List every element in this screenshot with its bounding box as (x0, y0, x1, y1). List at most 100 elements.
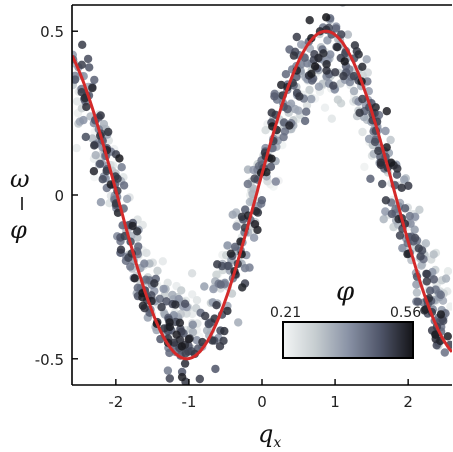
scatter-point (201, 311, 210, 321)
colorbar-max-label: 0.56 (390, 305, 421, 321)
scatter-point (331, 68, 340, 77)
scatter-point (417, 261, 426, 270)
y-axis-ticks: -0.5 0 0.5 (35, 23, 78, 369)
colorbar-min-label: 0.21 (270, 305, 301, 321)
scatter-point (192, 296, 202, 305)
scatter-point (294, 106, 303, 115)
colorbar-title: φ (336, 277, 355, 307)
scatter-point (441, 274, 451, 283)
scatter-point (200, 282, 209, 291)
scatter-point (413, 297, 423, 306)
scatter-point (289, 51, 299, 60)
scatter-point (400, 204, 410, 213)
y-axis-label-denominator: φ (10, 216, 27, 244)
scatter-point (382, 107, 391, 116)
scatter-point (165, 322, 174, 332)
scatter-point (363, 77, 372, 86)
scatter-point (130, 274, 139, 283)
y-tick-label: 0 (54, 187, 64, 205)
scatter-point (159, 284, 168, 294)
scatter-point (412, 280, 421, 289)
scatter-point (77, 60, 87, 69)
scatter-point (88, 83, 97, 93)
scatter-point (410, 233, 420, 243)
scatter-point (436, 310, 446, 319)
scatter-point (171, 300, 180, 309)
scatter-point (158, 257, 167, 266)
scatter-point (281, 70, 291, 79)
scatter-point (331, 24, 341, 33)
scatter-point (446, 302, 452, 311)
scatter-point (343, 30, 353, 39)
scatter-point (267, 108, 276, 117)
scatter-point (195, 374, 204, 384)
scatter-point (323, 36, 332, 45)
scatter-point (370, 137, 380, 147)
scatter-point (223, 241, 232, 250)
x-axis-label: qx (258, 420, 281, 451)
scatter-point (386, 135, 395, 145)
scatter-point (295, 92, 304, 101)
scatter-point (355, 108, 364, 118)
scatter-point (245, 263, 254, 272)
scatter-point (397, 183, 406, 192)
scatter-point (184, 335, 193, 344)
y-tick-label: 0.5 (40, 23, 64, 41)
scatter-point (322, 59, 331, 69)
scatter-point (157, 302, 166, 312)
scatter-point (329, 81, 338, 90)
scatter-point (163, 366, 173, 375)
x-tick-label: 2 (403, 393, 413, 411)
scatter-point (320, 103, 330, 112)
scatter-point (405, 211, 414, 221)
scatter-point (410, 225, 419, 234)
scatter-point (398, 243, 407, 253)
scatter-point (96, 198, 106, 207)
scatter-point (117, 163, 126, 172)
scatter-point (429, 250, 438, 259)
scatter-point (90, 75, 99, 85)
scatter-point (79, 115, 88, 125)
scatter-point (277, 80, 286, 90)
scatter-point (425, 286, 435, 295)
scatter-point (285, 121, 294, 130)
scatter-point (261, 126, 270, 135)
scatter-point (142, 248, 151, 258)
x-tick-label: 0 (257, 393, 267, 411)
scatter-point (279, 132, 288, 142)
scatter-point (371, 103, 380, 112)
scatter-point (177, 372, 187, 382)
scatter-point (223, 306, 232, 316)
scatter-point (360, 162, 369, 172)
x-tick-label: -2 (108, 393, 123, 411)
scatter-point (82, 102, 91, 112)
scatter-point (358, 62, 367, 71)
colorbar: φ 0.21 0.56 (270, 277, 421, 359)
scatter-point (302, 107, 311, 116)
scatter-point (91, 151, 100, 160)
scatter-point (416, 252, 425, 261)
scatter-point (104, 127, 113, 137)
scatter-point (300, 116, 310, 126)
scatter-point (72, 143, 81, 153)
scatter-point (138, 301, 148, 310)
scatter-point (443, 267, 452, 276)
scatter-point (243, 179, 252, 189)
scatter-point (72, 75, 80, 84)
scatter-point (81, 132, 91, 142)
scatter-point (234, 318, 243, 327)
scatter-point (83, 54, 93, 64)
colorbar-gradient (282, 321, 414, 359)
scatter-point (307, 69, 316, 79)
scatter-point (257, 196, 267, 205)
scatter-point (188, 320, 197, 329)
scatter-point (226, 249, 236, 258)
scatter-point (220, 326, 229, 336)
scatter-point (267, 154, 276, 163)
scatter-point (180, 299, 190, 308)
scatter-point (133, 283, 142, 292)
scatter-point (395, 231, 405, 240)
scatter-point (238, 283, 247, 292)
scatter-point (302, 101, 312, 110)
